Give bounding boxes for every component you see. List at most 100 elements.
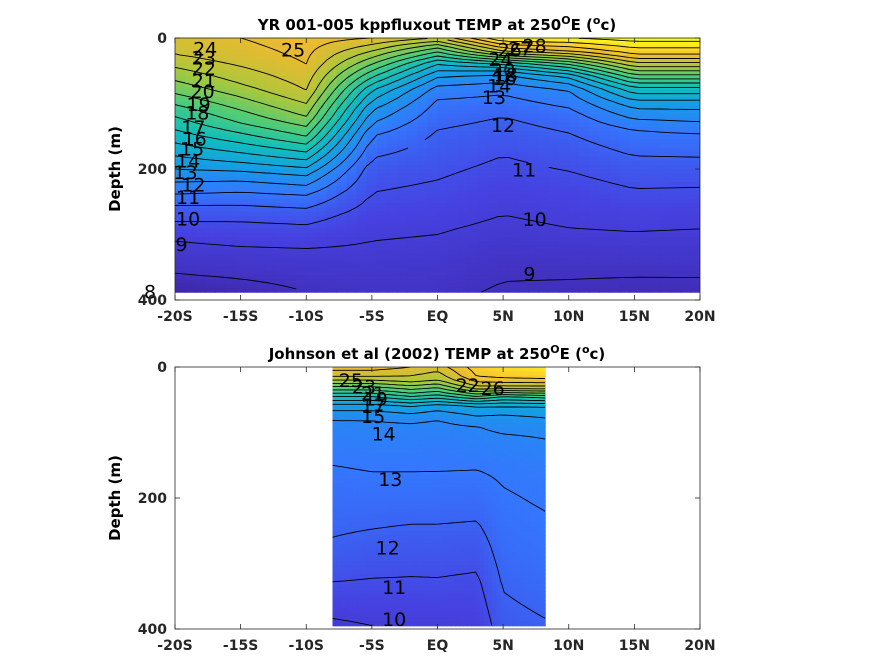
field-cell bbox=[447, 453, 452, 458]
field-cell bbox=[538, 169, 549, 174]
field-cell bbox=[472, 509, 477, 514]
field-cell bbox=[427, 427, 432, 432]
field-cell bbox=[488, 246, 499, 251]
field-cell bbox=[427, 466, 432, 471]
field-cell bbox=[341, 453, 346, 458]
field-cell bbox=[528, 80, 539, 85]
field-cell bbox=[418, 376, 423, 381]
field-cell bbox=[670, 59, 681, 64]
field-cell bbox=[650, 110, 661, 115]
field-cell bbox=[660, 224, 671, 229]
field-cell bbox=[367, 220, 378, 225]
field-cell bbox=[276, 233, 287, 238]
field-cell bbox=[455, 479, 460, 484]
field-cell bbox=[569, 262, 580, 267]
field-cell bbox=[337, 224, 348, 229]
field-cell bbox=[361, 453, 366, 458]
field-cell bbox=[680, 182, 691, 187]
field-cell bbox=[504, 492, 509, 497]
y-axis-label: Depth (m) bbox=[106, 455, 124, 541]
field-cell bbox=[407, 216, 418, 221]
field-cell bbox=[589, 110, 600, 115]
field-cell bbox=[609, 152, 620, 157]
field-cell bbox=[538, 97, 549, 102]
field-cell bbox=[579, 207, 590, 212]
field-cell bbox=[225, 165, 236, 170]
field-cell bbox=[650, 258, 661, 263]
field-cell bbox=[256, 165, 267, 170]
field-cell bbox=[680, 148, 691, 153]
field-cell bbox=[660, 89, 671, 94]
field-cell bbox=[529, 410, 534, 415]
field-cell bbox=[484, 479, 489, 484]
field-cell bbox=[448, 114, 459, 119]
field-cell bbox=[579, 233, 590, 238]
field-cell bbox=[306, 284, 317, 289]
field-cell bbox=[533, 496, 538, 501]
field-cell bbox=[341, 458, 346, 463]
field-cell bbox=[266, 199, 277, 204]
field-cell bbox=[463, 453, 468, 458]
field-cell bbox=[276, 237, 287, 242]
field-cell bbox=[549, 262, 560, 267]
field-cell bbox=[337, 135, 348, 140]
field-cell bbox=[337, 220, 348, 225]
field-cell bbox=[518, 127, 529, 132]
field-cell bbox=[377, 174, 388, 179]
field-cell bbox=[286, 271, 297, 276]
field-cell bbox=[438, 220, 449, 225]
field-cell bbox=[367, 76, 378, 81]
field-cell bbox=[246, 59, 257, 64]
field-cell bbox=[365, 432, 370, 437]
field-cell bbox=[236, 161, 247, 166]
field-cell bbox=[549, 199, 560, 204]
field-cell bbox=[690, 135, 701, 140]
field-cell bbox=[345, 432, 350, 437]
field-cell bbox=[541, 470, 546, 475]
field-cell bbox=[609, 288, 620, 293]
field-cell bbox=[484, 419, 489, 424]
field-cell bbox=[538, 114, 549, 119]
field-cell bbox=[512, 402, 517, 407]
field-cell bbox=[468, 262, 479, 267]
field-cell bbox=[447, 462, 452, 467]
field-cell bbox=[427, 275, 438, 280]
field-cell bbox=[431, 509, 436, 514]
field-cell bbox=[377, 241, 388, 246]
field-cell bbox=[476, 406, 481, 411]
field-cell bbox=[402, 458, 407, 463]
field-cell bbox=[256, 271, 267, 276]
field-cell bbox=[629, 148, 640, 153]
field-cell bbox=[533, 466, 538, 471]
field-cell bbox=[521, 479, 526, 484]
field-cell bbox=[559, 207, 570, 212]
field-cell bbox=[266, 250, 277, 255]
field-cell bbox=[589, 199, 600, 204]
field-cell bbox=[529, 432, 534, 437]
field-cell bbox=[367, 102, 378, 107]
field-cell bbox=[589, 233, 600, 238]
field-cell bbox=[407, 246, 418, 251]
field-cell bbox=[326, 174, 337, 179]
field-cell bbox=[455, 483, 460, 488]
field-cell bbox=[629, 246, 640, 251]
field-cell bbox=[435, 427, 440, 432]
field-cell bbox=[333, 449, 338, 454]
field-cell bbox=[369, 466, 374, 471]
field-cell bbox=[537, 509, 542, 514]
field-cell bbox=[478, 165, 489, 170]
field-cell bbox=[579, 284, 590, 289]
field-cell bbox=[406, 449, 411, 454]
field-cell bbox=[387, 207, 398, 212]
field-cell bbox=[357, 432, 362, 437]
field-cell bbox=[296, 237, 307, 242]
field-cell bbox=[377, 288, 388, 293]
field-cell bbox=[569, 102, 580, 107]
field-cell bbox=[286, 233, 297, 238]
field-cell bbox=[569, 233, 580, 238]
field-cell bbox=[488, 440, 493, 445]
field-cell bbox=[316, 233, 327, 238]
field-cell bbox=[357, 237, 368, 242]
field-cell bbox=[443, 462, 448, 467]
field-cell bbox=[690, 250, 701, 255]
